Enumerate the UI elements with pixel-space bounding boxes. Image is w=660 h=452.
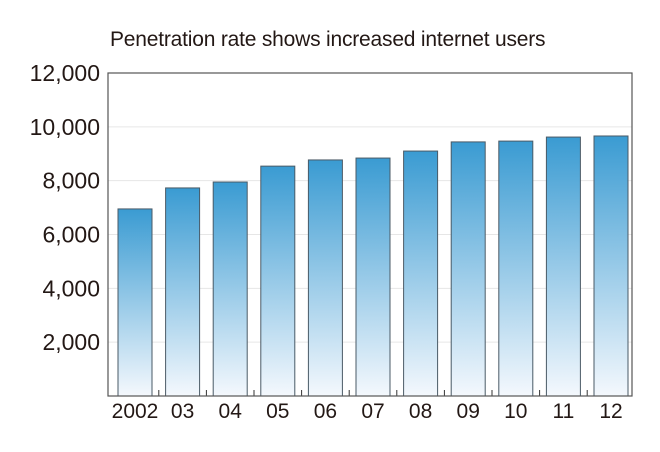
bar-09 xyxy=(450,141,486,397)
x-tick-label: 2002 xyxy=(112,400,159,423)
bar-12 xyxy=(593,135,629,397)
bar-2002 xyxy=(117,208,153,397)
x-tick-label: 04 xyxy=(219,400,243,423)
x-tick-label: 11 xyxy=(552,400,574,423)
bar-06 xyxy=(307,159,343,397)
chart-title: Penetration rate shows increased interne… xyxy=(110,28,546,51)
x-tick-label: 03 xyxy=(171,400,194,423)
bar-07 xyxy=(355,157,391,397)
bar-05 xyxy=(260,165,296,397)
bar-10 xyxy=(498,140,534,397)
x-tick-label: 07 xyxy=(361,400,384,423)
y-tick-label: 6,000 xyxy=(42,222,100,248)
y-tick-label: 8,000 xyxy=(42,168,100,194)
bar-08 xyxy=(403,150,439,397)
y-tick-label: 10,000 xyxy=(30,114,100,140)
x-tick-label: 09 xyxy=(457,400,480,423)
bar-03 xyxy=(165,187,201,397)
y-tick-label: 4,000 xyxy=(42,275,100,301)
bar-11 xyxy=(545,136,581,397)
x-tick-label: 06 xyxy=(314,400,337,423)
x-tick-label: 08 xyxy=(409,400,432,423)
x-tick-label: 10 xyxy=(504,400,527,423)
x-tick-label: 12 xyxy=(599,400,622,423)
x-tick-label: 05 xyxy=(266,400,289,423)
y-tick-label: 12,000 xyxy=(30,60,100,86)
y-tick-label: 2,000 xyxy=(42,329,100,355)
bar-04 xyxy=(212,181,248,397)
plot-frame xyxy=(107,72,633,397)
